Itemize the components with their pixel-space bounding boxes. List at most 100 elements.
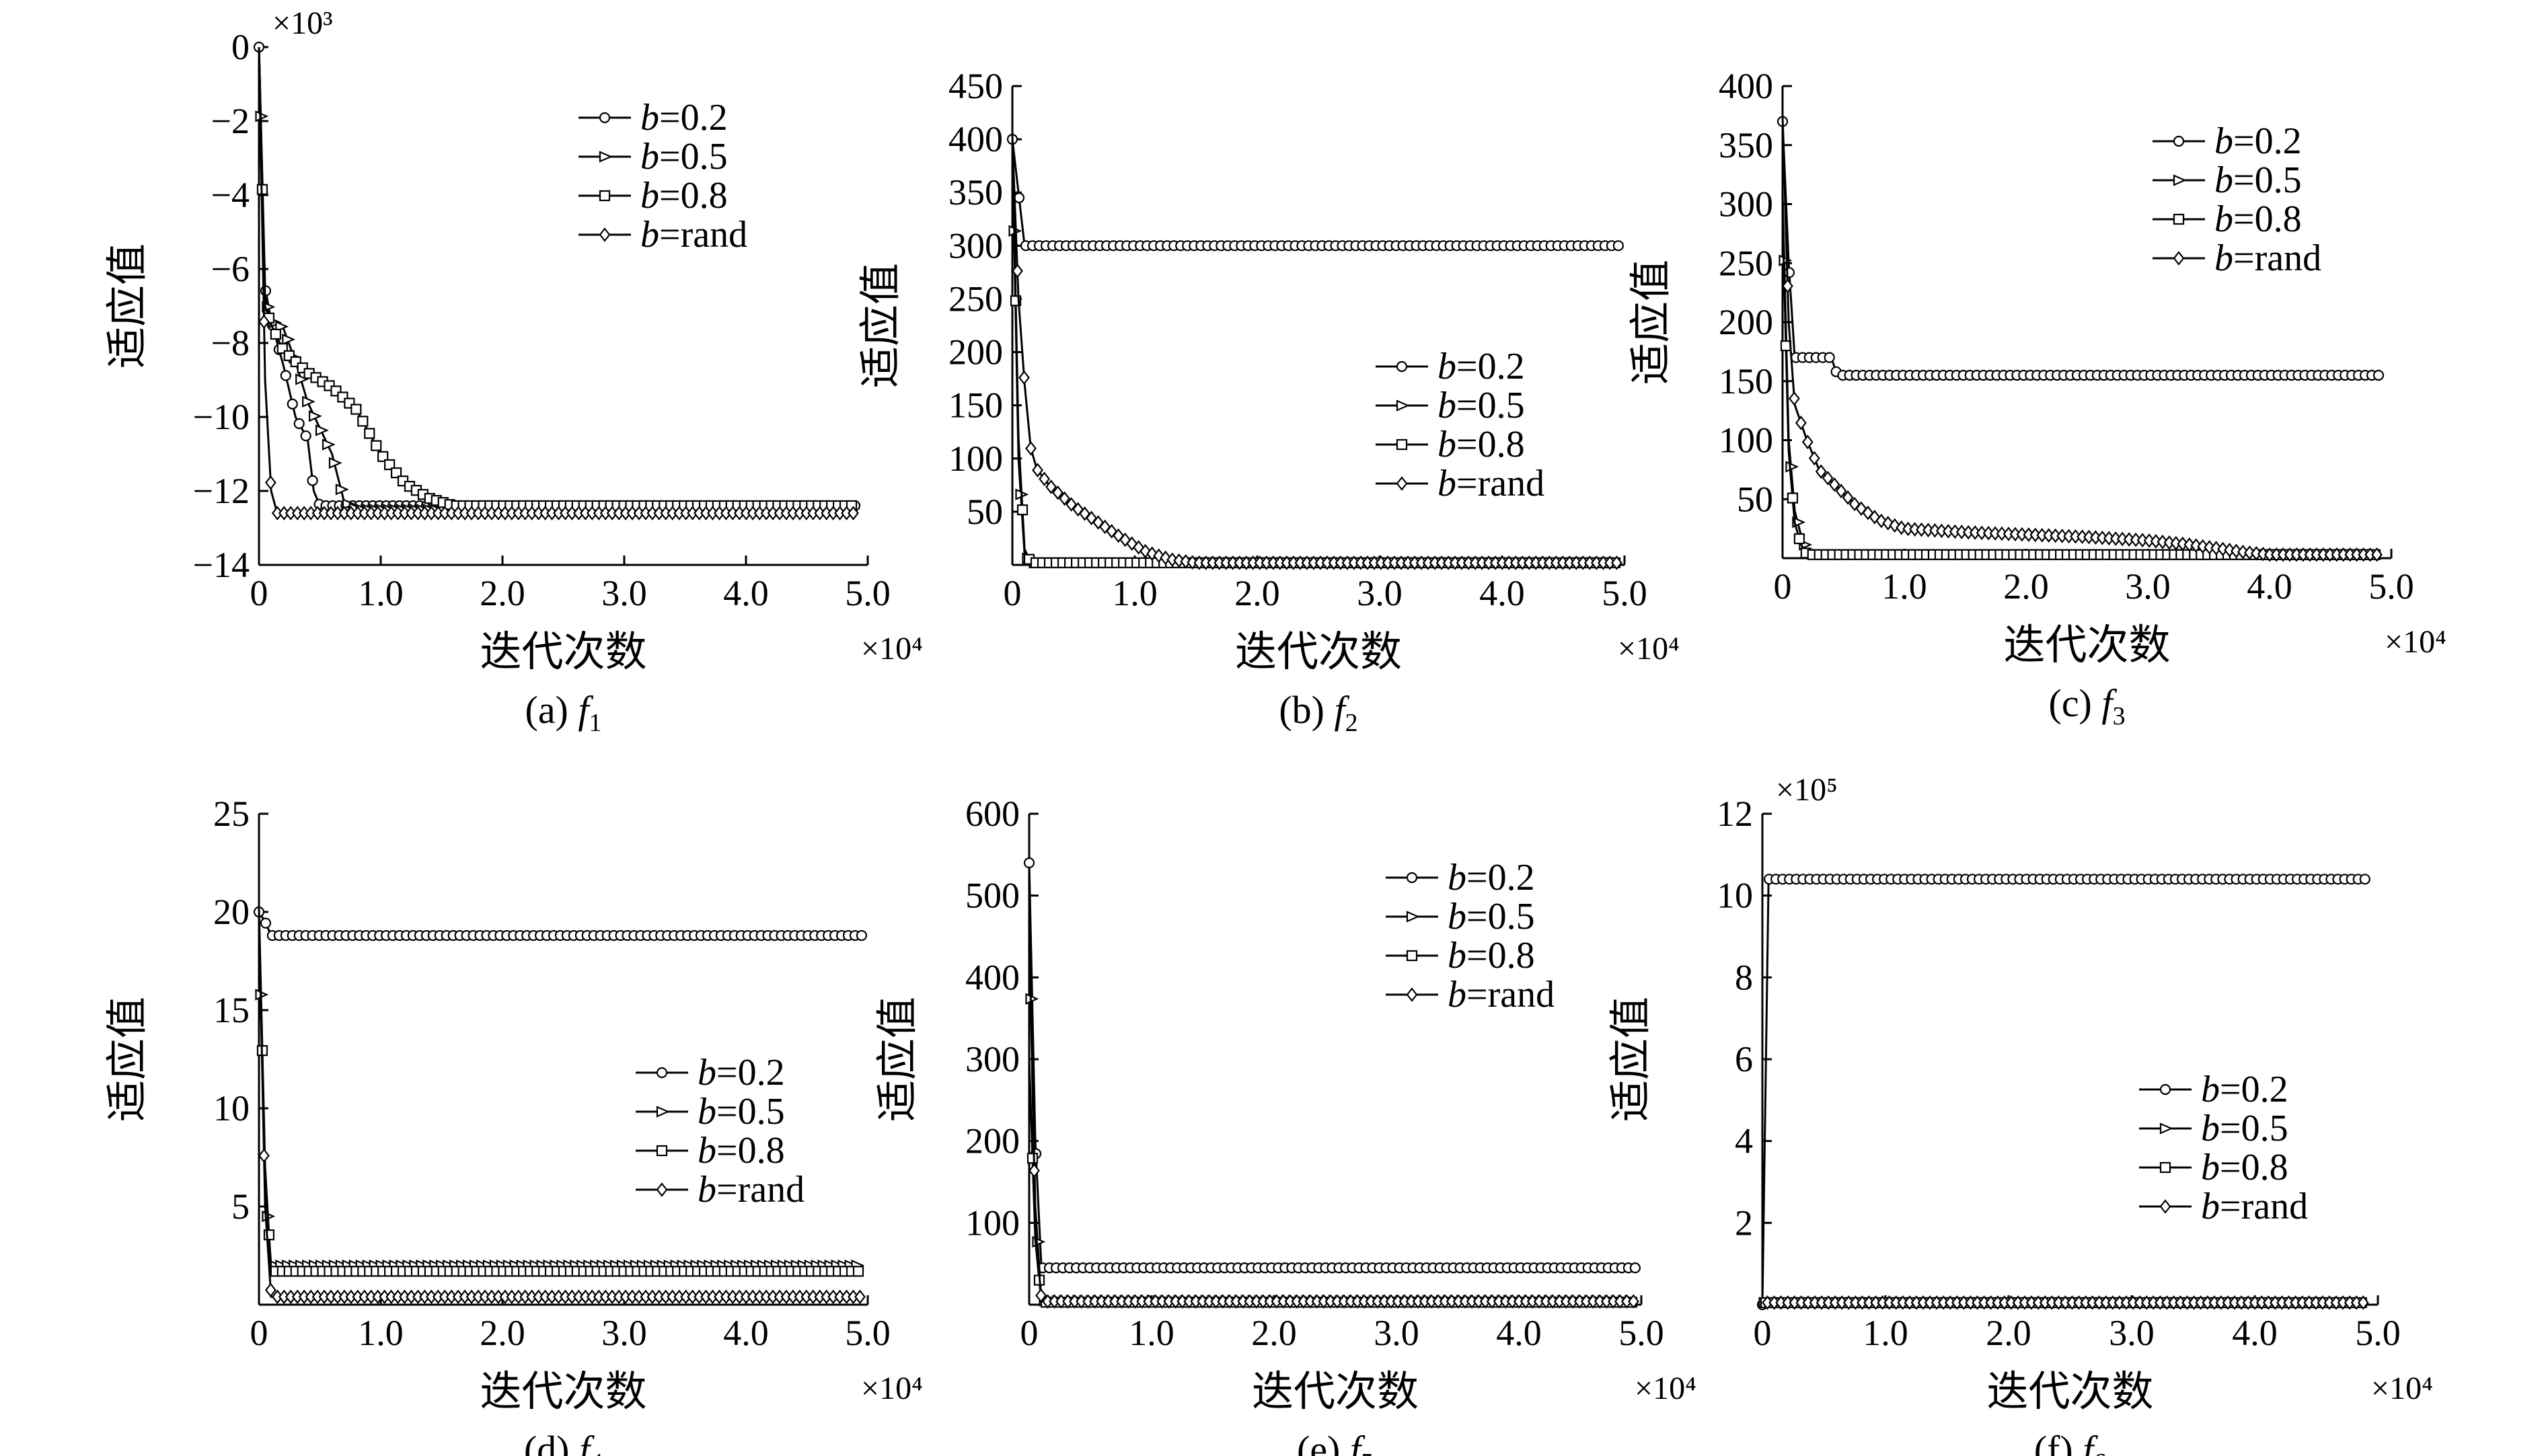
- y-tick-label: 400: [1719, 66, 1773, 106]
- data-point: [300, 430, 311, 442]
- legend: b=0.2b=0.5b=0.8b=rand: [578, 97, 747, 256]
- y-tick-label: 150: [948, 385, 1003, 426]
- x-tick-label: 2.0: [480, 573, 525, 613]
- legend-var: b: [698, 1052, 716, 1094]
- legend-swatch-marker: [2159, 1122, 2173, 1135]
- data-point: [2197, 539, 2209, 554]
- legend-value: =0.5: [2220, 1108, 2288, 1149]
- legend: b=0.2b=0.5b=0.8b=rand: [1376, 346, 1544, 504]
- y-tick-label: 6: [1735, 1039, 1753, 1079]
- caption-subscript: 6: [2093, 1449, 2106, 1456]
- x-tick-label: 3.0: [2125, 566, 2171, 607]
- y-tick-label: 250: [948, 278, 1003, 319]
- y-axis-label: 适应值: [858, 263, 904, 388]
- legend-entry: b=0.5: [640, 136, 728, 178]
- series-diamond: [258, 46, 859, 521]
- data-point: [1052, 485, 1063, 500]
- series-circle: [1756, 874, 2370, 1311]
- legend-value: =0.8: [1456, 424, 1525, 465]
- x-tick-label: 2.0: [1986, 1313, 2031, 1353]
- legend-value: =rand: [659, 214, 747, 256]
- chart-panel-2: 0 1.0 2.0 3.0 4.0 5.0 50 100 150 200 250 300 350 400 4…: [858, 66, 1680, 737]
- data-point: [1166, 552, 1179, 568]
- data-point: [2357, 1295, 2369, 1310]
- legend-var: b: [2201, 1186, 2220, 1227]
- caption-prefix: (f): [2034, 1428, 2083, 1456]
- series-line: [258, 46, 856, 510]
- data-point: [350, 404, 362, 415]
- legend-var: b: [2214, 237, 2233, 279]
- data-point: [1611, 555, 1622, 570]
- data-point: [1842, 490, 1854, 505]
- x-multiplier-label: ×10⁴: [1618, 631, 1680, 666]
- legend-entry: b=rand: [1448, 974, 1555, 1016]
- legend-value: =rand: [2233, 237, 2321, 279]
- data-point: [258, 314, 270, 330]
- y-tick-label: 10: [213, 1088, 250, 1128]
- series-diamond: [1762, 1295, 2369, 1310]
- legend-var: b: [640, 97, 659, 139]
- legend-swatch-marker: [2173, 135, 2185, 147]
- legend-value: =0.2: [1456, 346, 1525, 387]
- x-tick-label: 3.0: [601, 1313, 647, 1353]
- data-point: [302, 395, 315, 408]
- data-point: [1782, 278, 1793, 294]
- series-circle: [253, 41, 861, 512]
- x-tick-label: 4.0: [2232, 1313, 2278, 1353]
- x-tick-label: 3.0: [2109, 1313, 2155, 1353]
- data-point: [328, 457, 342, 469]
- data-point: [2204, 539, 2216, 555]
- legend-value: =rand: [716, 1169, 805, 1211]
- y-axis-label: 适应值: [875, 997, 921, 1122]
- y-tick-label: 50: [967, 492, 1003, 532]
- series-triangle: [255, 46, 858, 516]
- legend-value: =0.2: [716, 1052, 785, 1094]
- panel-caption: (d) f4: [524, 1428, 603, 1456]
- legend: b=0.2b=0.5b=0.8b=rand: [2139, 1069, 2308, 1227]
- legend-swatch-marker: [2173, 174, 2187, 186]
- data-point: [1032, 463, 1043, 477]
- legend-swatch-marker: [1396, 399, 1410, 412]
- legend-swatch-marker: [2159, 1083, 2171, 1096]
- legend-var: b: [698, 1130, 716, 1172]
- legend-swatch-marker: [656, 1106, 670, 1118]
- legend-entry: b=0.8: [640, 175, 728, 217]
- data-point: [2177, 536, 2189, 551]
- data-point: [1779, 254, 1793, 266]
- data-point: [2371, 547, 2383, 562]
- legend-var: b: [698, 1169, 716, 1211]
- x-tick-label: 5.0: [2355, 1313, 2401, 1353]
- x-axis-label: 迭代次数: [480, 1369, 646, 1415]
- legend-entry: b=0.5: [2201, 1108, 2288, 1149]
- y-tick-label: 100: [965, 1202, 1020, 1243]
- panel-caption: (a) f1: [525, 688, 602, 737]
- data-point: [1628, 1294, 1639, 1309]
- x-tick-label: 1.0: [358, 573, 404, 613]
- x-tick-label: 0: [250, 573, 268, 613]
- legend-value: =0.2: [659, 97, 728, 139]
- x-multiplier-label: ×10⁴: [861, 631, 923, 666]
- data-point: [1828, 477, 1840, 492]
- series-diamond: [1781, 115, 2383, 562]
- panel-caption: (e) f5: [1297, 1428, 1374, 1456]
- caption-prefix: (c): [2049, 681, 2102, 725]
- data-point: [1013, 192, 1025, 204]
- data-point: [309, 410, 322, 422]
- series-circle: [1006, 134, 1624, 252]
- legend-entry: b=0.2: [2214, 120, 2302, 162]
- y-tick-label: 300: [948, 225, 1003, 266]
- legend-entry: b=0.5: [2214, 159, 2302, 201]
- y-tick-label: 500: [965, 876, 1020, 916]
- data-point: [263, 1229, 275, 1241]
- y-axis-label: 适应值: [1608, 997, 1654, 1122]
- data-point: [1787, 492, 1799, 504]
- x-axis-label: 迭代次数: [2003, 623, 2170, 668]
- series-line: [258, 46, 856, 514]
- series-line: [258, 46, 856, 507]
- legend-value: =0.8: [1466, 935, 1535, 976]
- legend-swatch-marker: [1396, 438, 1408, 451]
- legend-value: =0.2: [2233, 120, 2302, 162]
- legend-var: b: [698, 1091, 716, 1133]
- chart-panel-3: 0 1.0 2.0 3.0 4.0 5.0 50 100 150 200 250 300 350 400 ×…: [1629, 66, 2446, 730]
- data-point: [384, 459, 396, 471]
